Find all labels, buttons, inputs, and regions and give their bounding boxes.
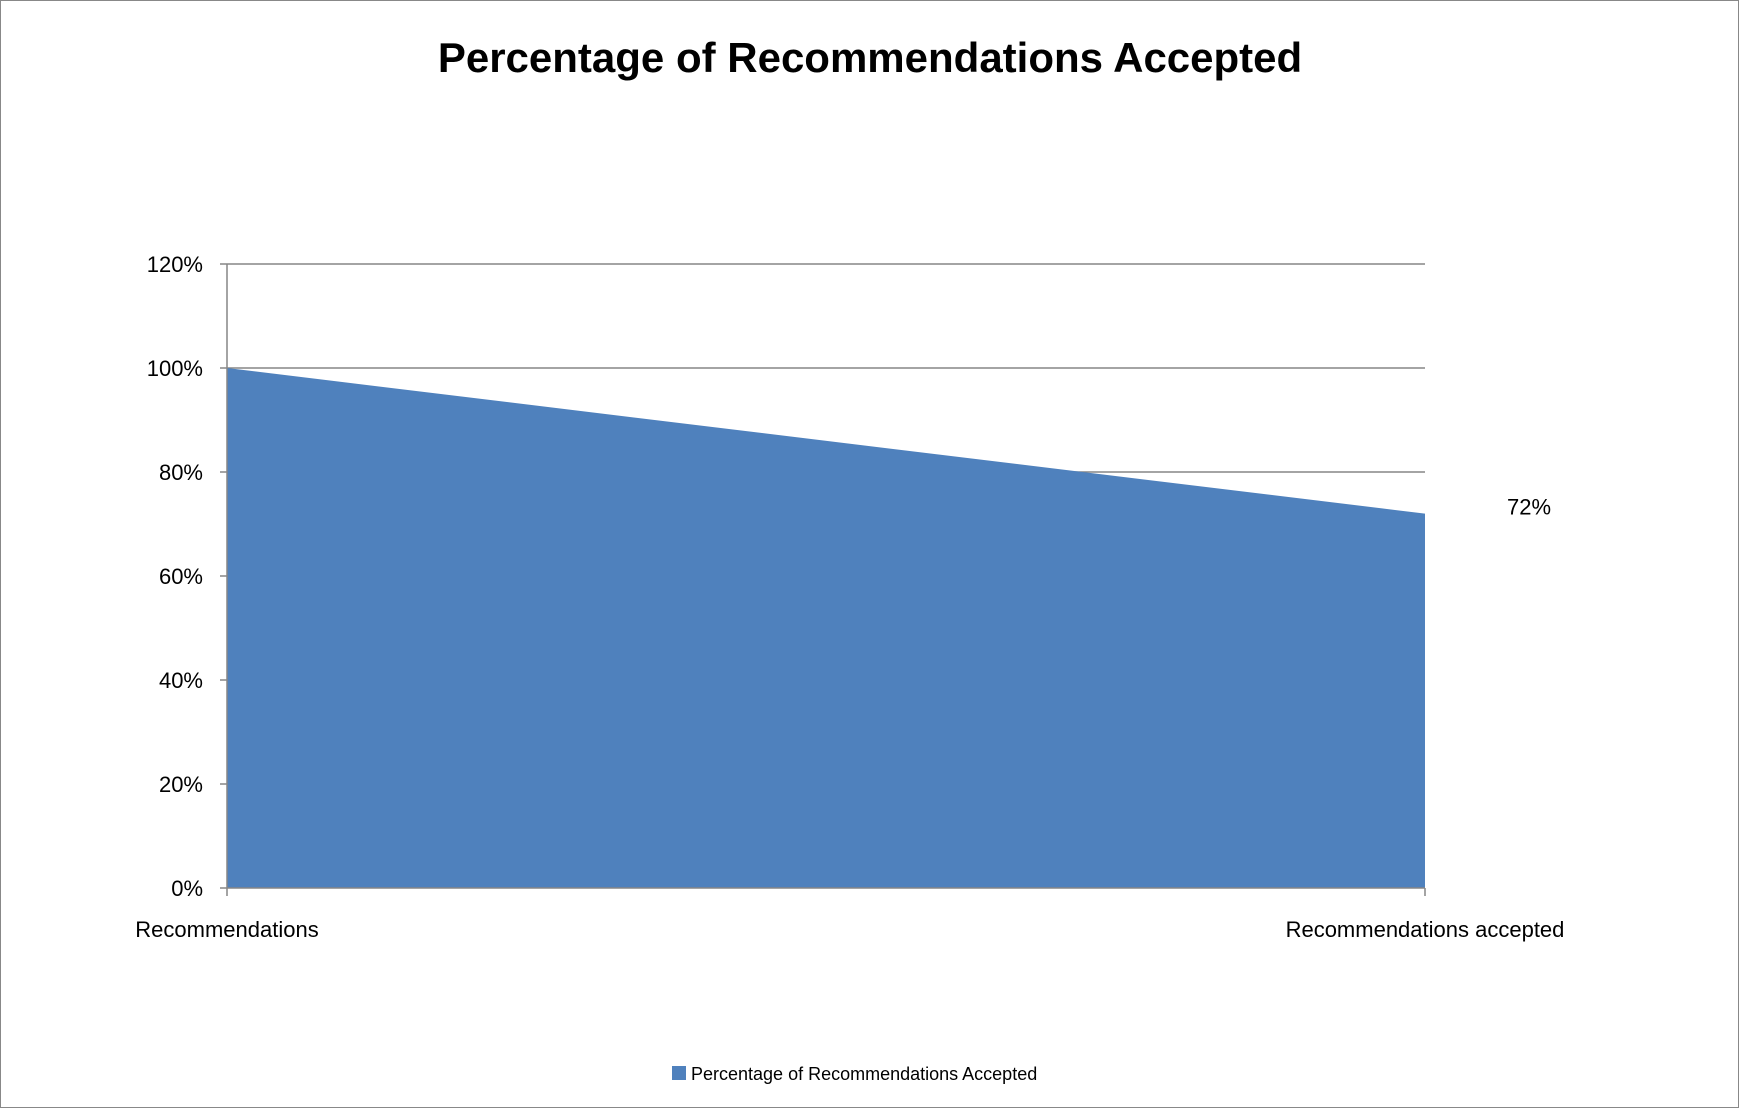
y-tick-label: 0% (171, 876, 203, 901)
tick-labels: 0% 20% 40% 60% 80% 100% 120% Recommendations Rec… (135, 252, 1564, 942)
x-category-label: Recommendations (135, 917, 318, 942)
y-tick-label: 100% (147, 356, 203, 381)
y-tick-label: 60% (159, 564, 203, 589)
legend-label: Percentage of Recommendations Accepted (691, 1064, 1037, 1084)
plot-area (227, 368, 1425, 888)
axes (220, 263, 1426, 896)
y-tick-label: 80% (159, 460, 203, 485)
area-series-0 (227, 368, 1425, 888)
x-category-label: Recommendations accepted (1286, 917, 1565, 942)
legend-swatch (672, 1066, 686, 1080)
legend: Percentage of Recommendations Accepted (672, 1064, 1037, 1084)
data-label: 72% (1507, 495, 1551, 520)
y-tick-label: 40% (159, 668, 203, 693)
y-tick-label: 20% (159, 772, 203, 797)
chart-title: Percentage of Recommendations Accepted (438, 34, 1302, 81)
y-tick-label: 120% (147, 252, 203, 277)
